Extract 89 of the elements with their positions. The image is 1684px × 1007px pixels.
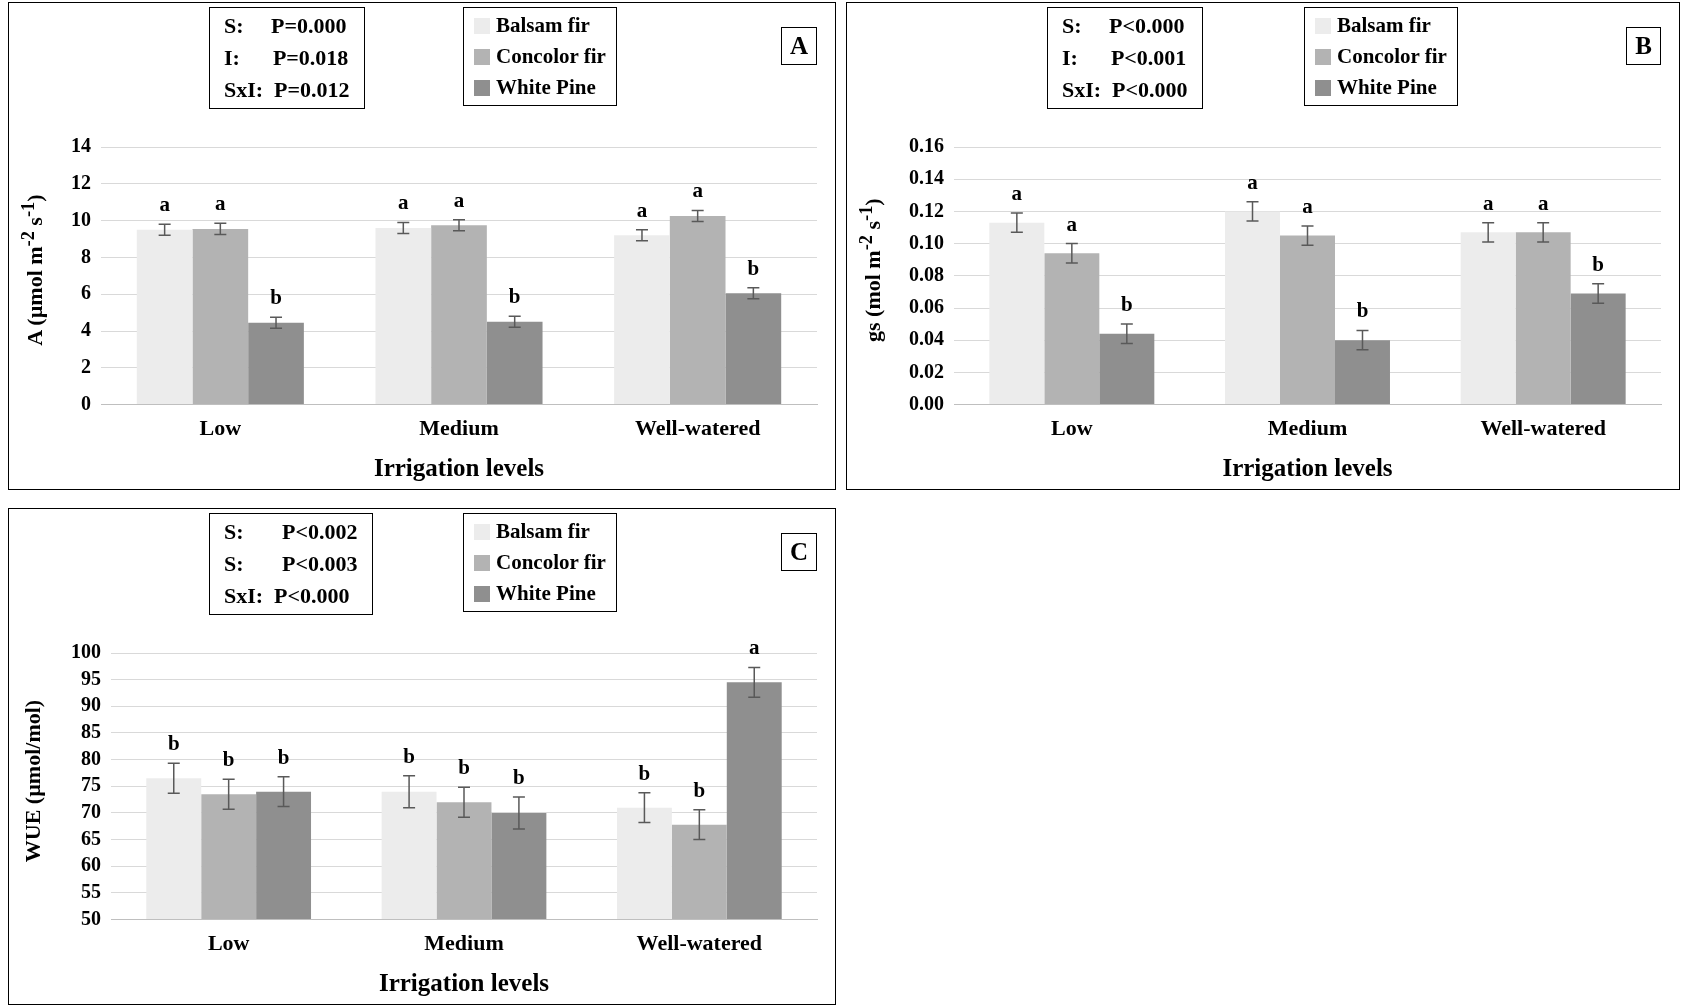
data-label: a bbox=[398, 190, 410, 215]
data-label: a bbox=[215, 191, 227, 216]
text: SxI: P<0.000 bbox=[224, 582, 351, 610]
x-tick-label: Medium bbox=[424, 930, 504, 956]
legend-label: Balsam fir bbox=[496, 518, 590, 545]
data-label: a bbox=[692, 178, 704, 203]
data-label: a bbox=[1302, 193, 1314, 218]
data-label: b bbox=[513, 764, 525, 789]
legend-label: Concolor fir bbox=[496, 43, 606, 70]
text: S: P<0.003 bbox=[224, 550, 358, 578]
data-label: a bbox=[1482, 190, 1494, 215]
text: C bbox=[780, 533, 817, 571]
y-tick-label: 85 bbox=[81, 720, 101, 743]
y-tick-label: 14 bbox=[71, 134, 91, 157]
data-label: b bbox=[1592, 251, 1604, 276]
data-label: b bbox=[277, 744, 290, 769]
legend-label: Concolor fir bbox=[496, 549, 606, 576]
data-label: a bbox=[1537, 190, 1549, 215]
legend-label: White Pine bbox=[496, 74, 596, 101]
data-label: b bbox=[1356, 298, 1369, 323]
y-tick-label: 0.06 bbox=[909, 295, 944, 318]
data-label: a bbox=[1011, 180, 1023, 205]
legend-label: White Pine bbox=[1337, 74, 1437, 101]
x-axis-title: Irrigation levels bbox=[378, 969, 550, 997]
y-axis-title: WUE (µmol/mol) bbox=[20, 699, 46, 862]
y-tick-label: 75 bbox=[81, 773, 101, 796]
y-tick-label: 0.12 bbox=[909, 198, 944, 221]
text: S: P<0.000 bbox=[1062, 12, 1186, 40]
y-tick-label: 95 bbox=[81, 666, 101, 689]
y-tick-label: 6 bbox=[81, 281, 91, 304]
x-tick-label: Well-watered bbox=[1480, 415, 1606, 441]
y-tick-label: 65 bbox=[81, 826, 101, 849]
y-tick-label: 0.10 bbox=[909, 230, 944, 253]
data-label: a bbox=[636, 197, 648, 222]
data-label: a bbox=[159, 192, 171, 217]
data-label: b bbox=[458, 755, 470, 780]
y-tick-label: 60 bbox=[81, 853, 101, 876]
data-label: b bbox=[222, 747, 235, 772]
y-tick-label: 8 bbox=[81, 244, 91, 267]
data-label: b bbox=[638, 760, 651, 785]
text: I: P<0.001 bbox=[1062, 44, 1188, 72]
x-axis-title: Irrigation levels bbox=[373, 454, 545, 482]
legend-label: Balsam fir bbox=[1337, 12, 1431, 39]
legend-label: Balsam fir bbox=[496, 12, 590, 39]
data-label: b bbox=[167, 731, 180, 756]
y-tick-label: 0 bbox=[81, 391, 91, 414]
y-tick-label: 90 bbox=[81, 693, 101, 716]
legend-label: White Pine bbox=[496, 580, 596, 607]
data-label: b bbox=[270, 285, 282, 310]
data-label: b bbox=[747, 255, 760, 280]
x-tick-label: Low bbox=[1051, 415, 1093, 441]
text: SxI: P=0.012 bbox=[224, 76, 350, 104]
legend-label: Concolor fir bbox=[1337, 43, 1447, 70]
y-tick-label: 0.04 bbox=[909, 327, 944, 350]
data-label: b bbox=[693, 777, 706, 802]
data-label: b bbox=[403, 743, 415, 768]
x-tick-label: Well-watered bbox=[636, 930, 763, 956]
y-tick-label: 100 bbox=[71, 640, 101, 663]
y-tick-label: 0.08 bbox=[909, 262, 944, 285]
text: S: P<0.002 bbox=[224, 518, 358, 546]
y-tick-label: 80 bbox=[81, 746, 101, 769]
y-tick-label: 4 bbox=[81, 318, 91, 341]
x-tick-label: Low bbox=[207, 930, 250, 956]
text: SxI: P<0.000 bbox=[1062, 76, 1188, 104]
y-tick-label: 50 bbox=[81, 906, 101, 929]
y-tick-label: 2 bbox=[81, 354, 91, 377]
x-tick-label: Medium bbox=[419, 415, 499, 441]
data-label: b bbox=[508, 284, 521, 309]
data-label: a bbox=[1066, 211, 1078, 236]
y-tick-label: 0.00 bbox=[909, 391, 944, 414]
x-tick-label: Well-watered bbox=[634, 415, 761, 441]
x-tick-label: Medium bbox=[1267, 415, 1348, 441]
text: B bbox=[1626, 27, 1661, 65]
text: A bbox=[780, 27, 817, 65]
data-label: a bbox=[1247, 169, 1259, 194]
text: I: P=0.018 bbox=[224, 44, 350, 72]
y-tick-label: 10 bbox=[71, 207, 91, 230]
y-tick-label: 70 bbox=[81, 800, 101, 823]
y-tick-label: 12 bbox=[71, 170, 91, 193]
y-tick-label: 0.02 bbox=[909, 359, 944, 382]
data-label: a bbox=[453, 187, 465, 212]
data-label: a bbox=[748, 635, 760, 660]
y-tick-label: 0.16 bbox=[909, 134, 944, 157]
data-label: b bbox=[1120, 292, 1133, 317]
x-axis-title: Irrigation levels bbox=[1222, 454, 1393, 482]
text: S: P=0.000 bbox=[224, 12, 348, 40]
y-tick-label: 0.14 bbox=[909, 166, 944, 189]
x-tick-label: Low bbox=[199, 415, 242, 441]
y-tick-label: 55 bbox=[81, 880, 101, 903]
